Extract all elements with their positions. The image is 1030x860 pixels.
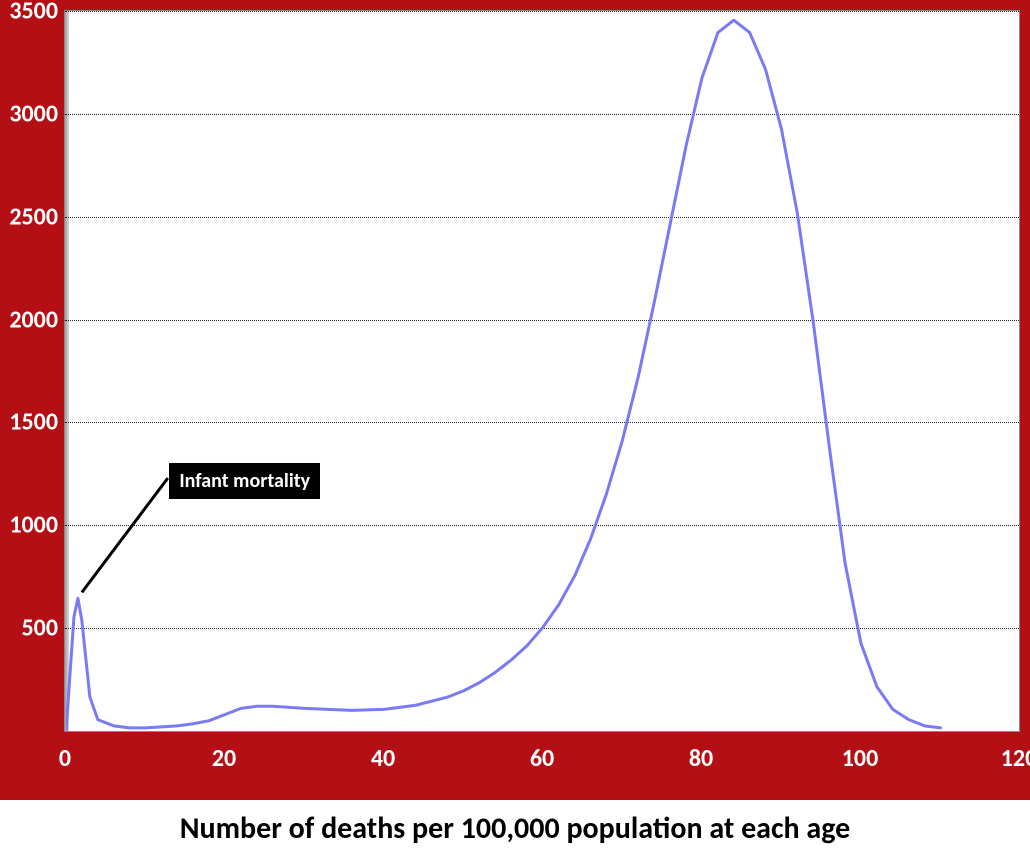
x-tick-label: 60: [530, 744, 554, 773]
chart-frame: Infant mortality 50010001500200025003000…: [0, 0, 1030, 800]
y-tick-label: 2500: [0, 202, 58, 231]
x-tick-label: 100: [842, 744, 879, 773]
y-tick-label: 3500: [0, 0, 58, 26]
x-tick-label: 40: [371, 744, 395, 773]
y-tick-label: 500: [0, 614, 58, 643]
x-tick-label: 20: [212, 744, 236, 773]
x-tick-label: 80: [689, 744, 713, 773]
x-tick-label: 120: [1001, 744, 1030, 773]
annotation-label: Infant mortality: [169, 463, 320, 499]
chart-container: Infant mortality 50010001500200025003000…: [0, 0, 1030, 860]
y-tick-label: 1000: [0, 511, 58, 540]
y-tick-label: 2000: [0, 305, 58, 334]
y-tick-label: 1500: [0, 408, 58, 437]
x-tick-label: 0: [59, 744, 71, 773]
y-tick-label: 3000: [0, 99, 58, 128]
plot-area: Infant mortality: [64, 10, 1020, 732]
line-series: [66, 12, 1020, 732]
caption: Number of deaths per 100,000 population …: [0, 810, 1030, 847]
